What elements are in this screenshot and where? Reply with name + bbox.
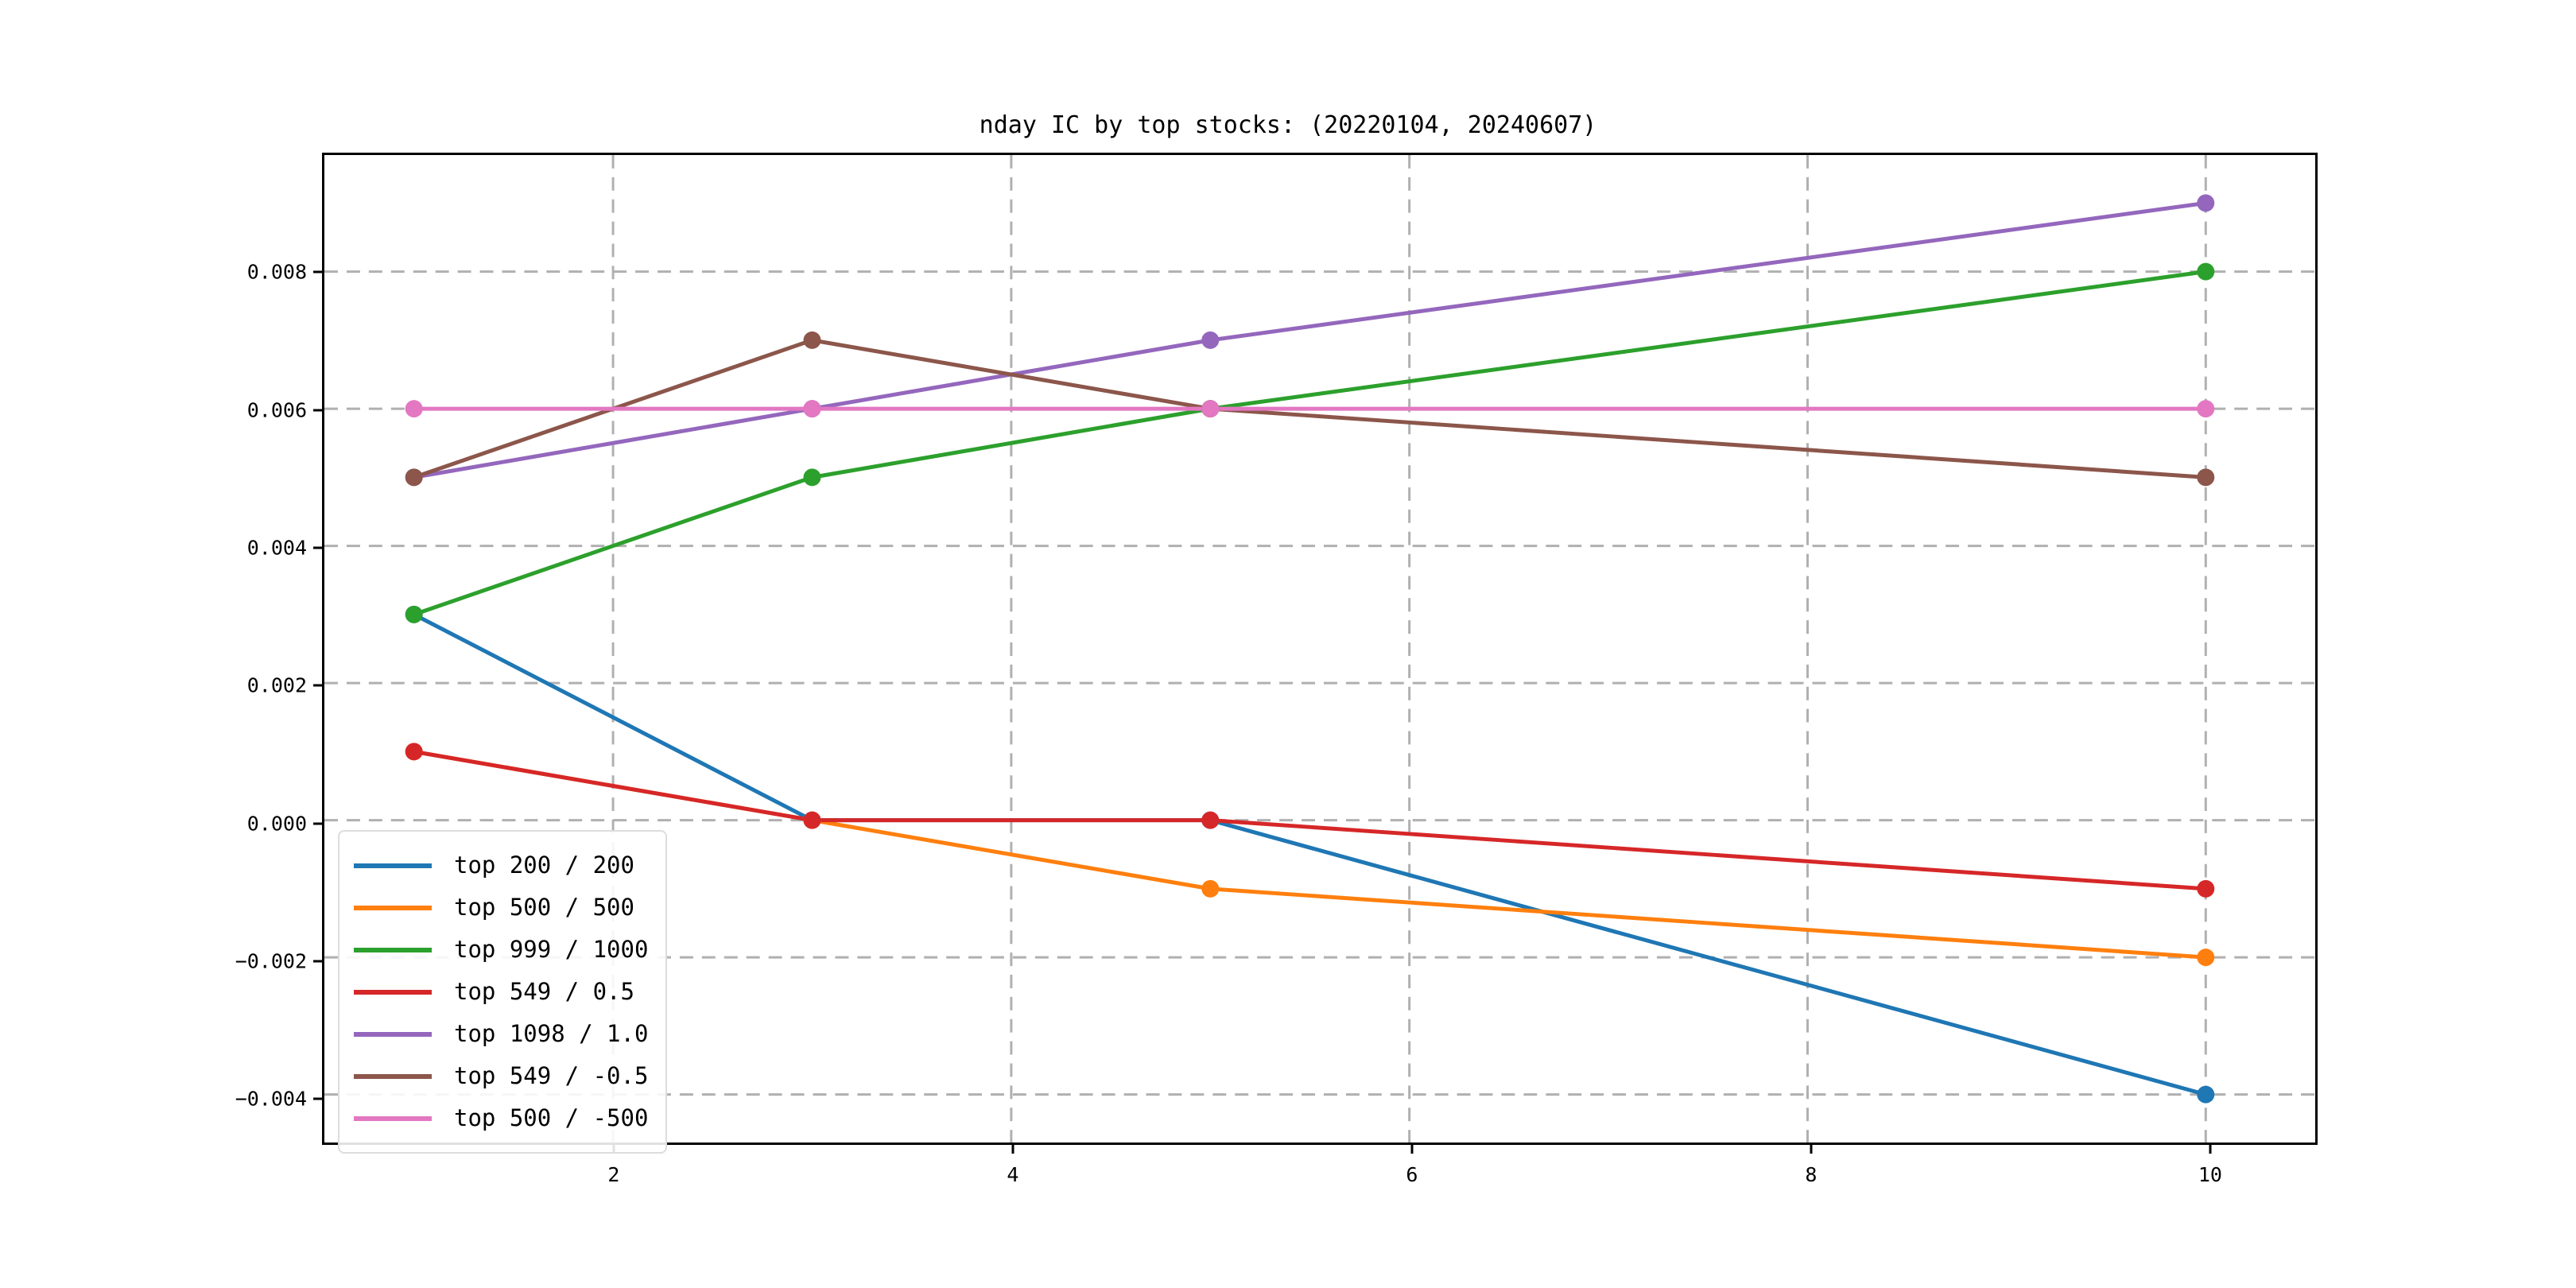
series-marker: [405, 468, 423, 487]
legend-item[interactable]: top 200 / 200: [354, 844, 648, 886]
legend-item-label: top 1098 / 1.0: [454, 1020, 649, 1047]
legend-box[interactable]: top 200 / 200 top 500 / 500 top 999 / 1000…: [338, 830, 668, 1154]
legend-item-label: top 200 / 200: [454, 852, 634, 879]
series-marker: [2197, 1085, 2215, 1104]
series-marker: [405, 743, 423, 761]
legend-item[interactable]: top 999 / 1000: [354, 929, 648, 971]
series-marker: [1201, 331, 1220, 349]
series-marker: [803, 468, 821, 487]
y-axis-tick-mark: [313, 270, 324, 274]
legend-color-swatch: [354, 863, 432, 868]
x-axis-tick-mark: [1011, 1143, 1014, 1154]
y-axis-tick-label: −0.004: [235, 1087, 307, 1111]
legend-color-swatch: [354, 1115, 432, 1121]
series-marker: [1201, 879, 1220, 898]
series-marker: [1201, 811, 1220, 829]
series-marker: [2197, 468, 2215, 487]
series-marker: [803, 400, 821, 418]
series-line: [412, 270, 2208, 617]
legend-item[interactable]: top 1098 / 1.0: [354, 1013, 648, 1055]
legend-item[interactable]: top 500 / 500: [354, 886, 648, 929]
legend-item-label: top 549 / 0.5: [454, 978, 634, 1005]
legend-color-swatch: [354, 1073, 432, 1079]
x-axis-tick-label: 10: [2198, 1163, 2222, 1186]
series-marker: [2197, 262, 2215, 281]
series-marker: [2197, 949, 2215, 967]
series-marker: [803, 331, 821, 349]
series-line: [412, 200, 2208, 479]
legend-color-swatch: [354, 947, 432, 952]
legend-item-label: top 500 / -500: [454, 1104, 649, 1131]
series-marker: [2197, 194, 2215, 212]
legend-item[interactable]: top 500 / -500: [354, 1097, 648, 1139]
series-lines: [412, 200, 2208, 1097]
series-marker: [803, 811, 821, 829]
legend-item[interactable]: top 549 / -0.5: [354, 1055, 648, 1097]
series-marker: [405, 400, 423, 418]
series-marker: [2197, 879, 2215, 898]
y-axis-tick-mark: [313, 822, 324, 825]
legend-color-swatch: [354, 1031, 432, 1037]
x-axis-tick-label: 4: [1007, 1163, 1019, 1186]
y-axis-tick-mark: [313, 684, 324, 687]
y-axis-tick-label: 0.008: [246, 260, 307, 284]
y-axis-tick-mark: [313, 409, 324, 412]
legend-item-label: top 500 / 500: [454, 894, 634, 921]
legend-item-label: top 999 / 1000: [454, 936, 649, 963]
x-axis-tick-label: 2: [607, 1163, 620, 1186]
x-axis-tick-label: 6: [1406, 1163, 1418, 1186]
y-axis-tick-label: 0.006: [246, 398, 307, 422]
y-axis-tick-mark: [313, 960, 324, 963]
legend-color-swatch: [354, 989, 432, 995]
x-axis-tick-mark: [1810, 1143, 1813, 1154]
series-line: [412, 749, 2208, 891]
y-axis-tick-mark: [313, 1097, 324, 1100]
y-axis-tick-label: −0.002: [235, 949, 307, 973]
x-axis-tick-mark: [2209, 1143, 2212, 1154]
series-marker: [1201, 400, 1220, 418]
series-line: [412, 749, 2208, 960]
legend-item[interactable]: top 549 / 0.5: [354, 971, 648, 1013]
chart-title: nday IC by top stocks: (20220104, 202406…: [979, 111, 1597, 139]
legend-color-swatch: [354, 905, 432, 910]
y-axis-tick-mark: [313, 546, 324, 549]
y-axis-tick-label: 0.004: [246, 536, 307, 560]
y-axis-tick-label: 0.000: [246, 812, 307, 836]
x-axis-tick-label: 8: [1805, 1163, 1818, 1186]
x-axis-tick-mark: [1410, 1143, 1414, 1154]
legend-item-label: top 549 / -0.5: [454, 1062, 649, 1089]
y-axis-tick-label: 0.002: [246, 673, 307, 697]
series-marker: [405, 605, 423, 623]
series-line: [412, 612, 2208, 1097]
series-markers: [405, 194, 2215, 1104]
series-marker: [2197, 400, 2215, 418]
